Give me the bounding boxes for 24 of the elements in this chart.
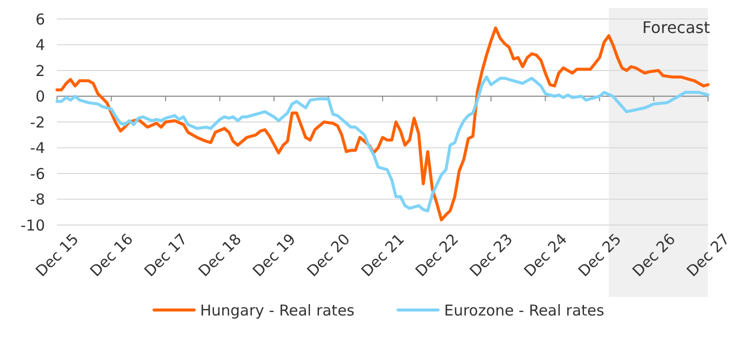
x-tick-label: Dec 23 — [466, 230, 516, 280]
line-series — [56, 75, 710, 212]
x-tick-label: Dec 21 — [358, 230, 408, 280]
x-tick-label: Dec 17 — [140, 230, 191, 280]
y-tick-label: 6 — [35, 10, 45, 28]
y-tick-label: -4 — [30, 139, 45, 157]
x-tick-label: Dec 25 — [574, 230, 625, 280]
x-tick-label: Dec 16 — [86, 230, 137, 280]
x-tick-label: Dec 27 — [683, 230, 734, 280]
y-tick-label: -2 — [30, 113, 45, 132]
legend-label: Eurozone - Real rates — [444, 301, 604, 320]
y-tick-label: -6 — [30, 164, 45, 183]
legend-label: Hungary - Real rates — [200, 301, 355, 320]
band-label: Forecast — [642, 18, 710, 37]
x-tick-label: Dec 24 — [520, 230, 571, 280]
x-tick-label: Dec 18 — [194, 230, 246, 280]
x-tick-label: Dec 26 — [628, 230, 680, 280]
y-tick-label: 4 — [35, 36, 45, 54]
y-tick-label: -8 — [30, 190, 45, 208]
x-tick-label: Dec 19 — [249, 230, 300, 280]
y-tick-label: 0 — [35, 88, 45, 106]
x-tick-label: Dec 20 — [303, 230, 354, 280]
x-tick-label: Dec 22 — [412, 230, 462, 280]
y-tick-label: 2 — [35, 62, 45, 80]
